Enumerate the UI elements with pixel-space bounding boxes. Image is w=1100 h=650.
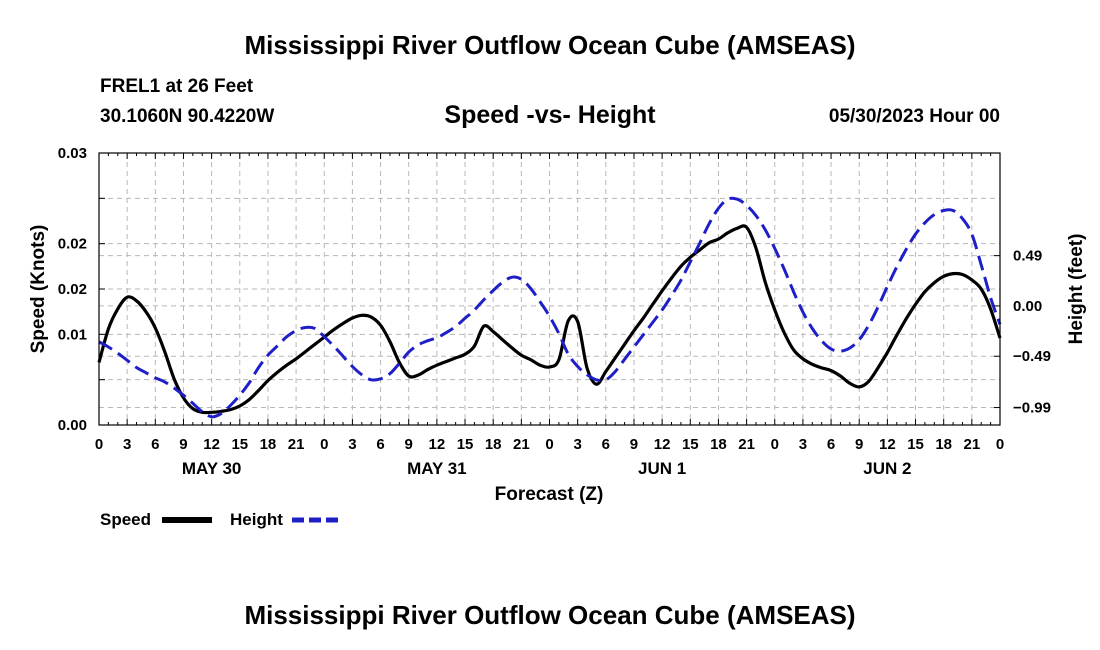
footer-title: Mississippi River Outflow Ocean Cube (AM…	[244, 600, 856, 630]
day-label: JUN 2	[863, 459, 911, 478]
x-tick-label: 3	[799, 436, 807, 453]
x-tick-label: 15	[457, 436, 474, 453]
x-tick-label: 12	[429, 436, 446, 453]
y2-axis-label: Height (feet)	[1066, 234, 1087, 345]
y2-tick-label: 0.00	[1013, 298, 1042, 315]
station-coordinates: 30.1060N 90.4220W	[100, 106, 275, 127]
x-tick-label: 3	[123, 436, 131, 453]
y-axis-label: Speed (Knots)	[28, 225, 49, 354]
x-tick-label: 9	[855, 436, 863, 453]
x-tick-label: 12	[654, 436, 671, 453]
x-tick-label: 21	[738, 436, 755, 453]
x-tick-label: 0	[320, 436, 328, 453]
day-label: JUN 1	[638, 459, 686, 478]
x-tick-label: 9	[179, 436, 187, 453]
speed-series-line	[97, 224, 1002, 415]
height-series-line	[98, 196, 1002, 419]
x-tick-label: 15	[682, 436, 699, 453]
chart-subtitle: Speed -vs- Height	[444, 101, 656, 129]
forecast-datetime: 05/30/2023 Hour 00	[828, 106, 1000, 127]
x-tick-label: 0	[996, 436, 1004, 453]
x-tick-label: 6	[376, 436, 384, 453]
day-label: MAY 31	[407, 459, 467, 478]
y-tick-label: 0.00	[58, 417, 87, 434]
x-tick-label: 0	[771, 436, 779, 453]
x-tick-label: 18	[710, 436, 727, 453]
x-tick-label: 9	[405, 436, 413, 453]
x-tick-label: 12	[203, 436, 220, 453]
main-title: Mississippi River Outflow Ocean Cube (AM…	[244, 30, 856, 60]
x-tick-label: 6	[827, 436, 835, 453]
y2-tick-label: −0.49	[1013, 348, 1051, 365]
y-tick-label: 0.01	[58, 326, 87, 343]
tick-layer: 0 3 6 9 12 15 18 21 0 3 6 9 12 15 18 21 0 3 6 9 12 15 18 21 0 3 6 9…	[58, 145, 1051, 478]
x-tick-label: 18	[485, 436, 502, 453]
day-label: MAY 30	[182, 459, 242, 478]
y2-tick-label: −0.99	[1013, 400, 1051, 417]
y2-tick-label: 0.49	[1013, 248, 1042, 265]
x-tick-label: 21	[288, 436, 305, 453]
x-tick-label: 18	[935, 436, 952, 453]
x-tick-label: 18	[260, 436, 277, 453]
station-label: FREL1 at 26 Feet	[100, 76, 254, 97]
y-tick-label: 0.03	[58, 145, 87, 162]
y-tick-label: 0.02	[58, 281, 87, 298]
speed-height-chart: 0 3 6 9 12 15 18 21 0 3 6 9 12 15 18 21 0 3 6 9 12 15 18 21 0 3 6 9…	[28, 145, 1087, 529]
x-tick-label: 3	[573, 436, 581, 453]
x-tick-label: 6	[602, 436, 610, 453]
legend: Speed Height	[100, 510, 342, 529]
x-tick-label: 21	[513, 436, 530, 453]
legend-speed-label: Speed	[100, 510, 151, 529]
x-tick-label: 3	[348, 436, 356, 453]
x-tick-label: 6	[151, 436, 159, 453]
x-tick-label: 12	[879, 436, 896, 453]
x-tick-label: 0	[95, 436, 103, 453]
legend-height-label: Height	[230, 510, 283, 529]
y-tick-label: 0.02	[58, 236, 87, 253]
x-tick-label: 15	[907, 436, 924, 453]
x-tick-label: 0	[545, 436, 553, 453]
x-tick-label: 9	[630, 436, 638, 453]
x-tick-label: 21	[964, 436, 981, 453]
series-layer	[97, 196, 1002, 419]
x-axis-label: Forecast (Z)	[495, 484, 604, 505]
x-tick-label: 15	[231, 436, 248, 453]
